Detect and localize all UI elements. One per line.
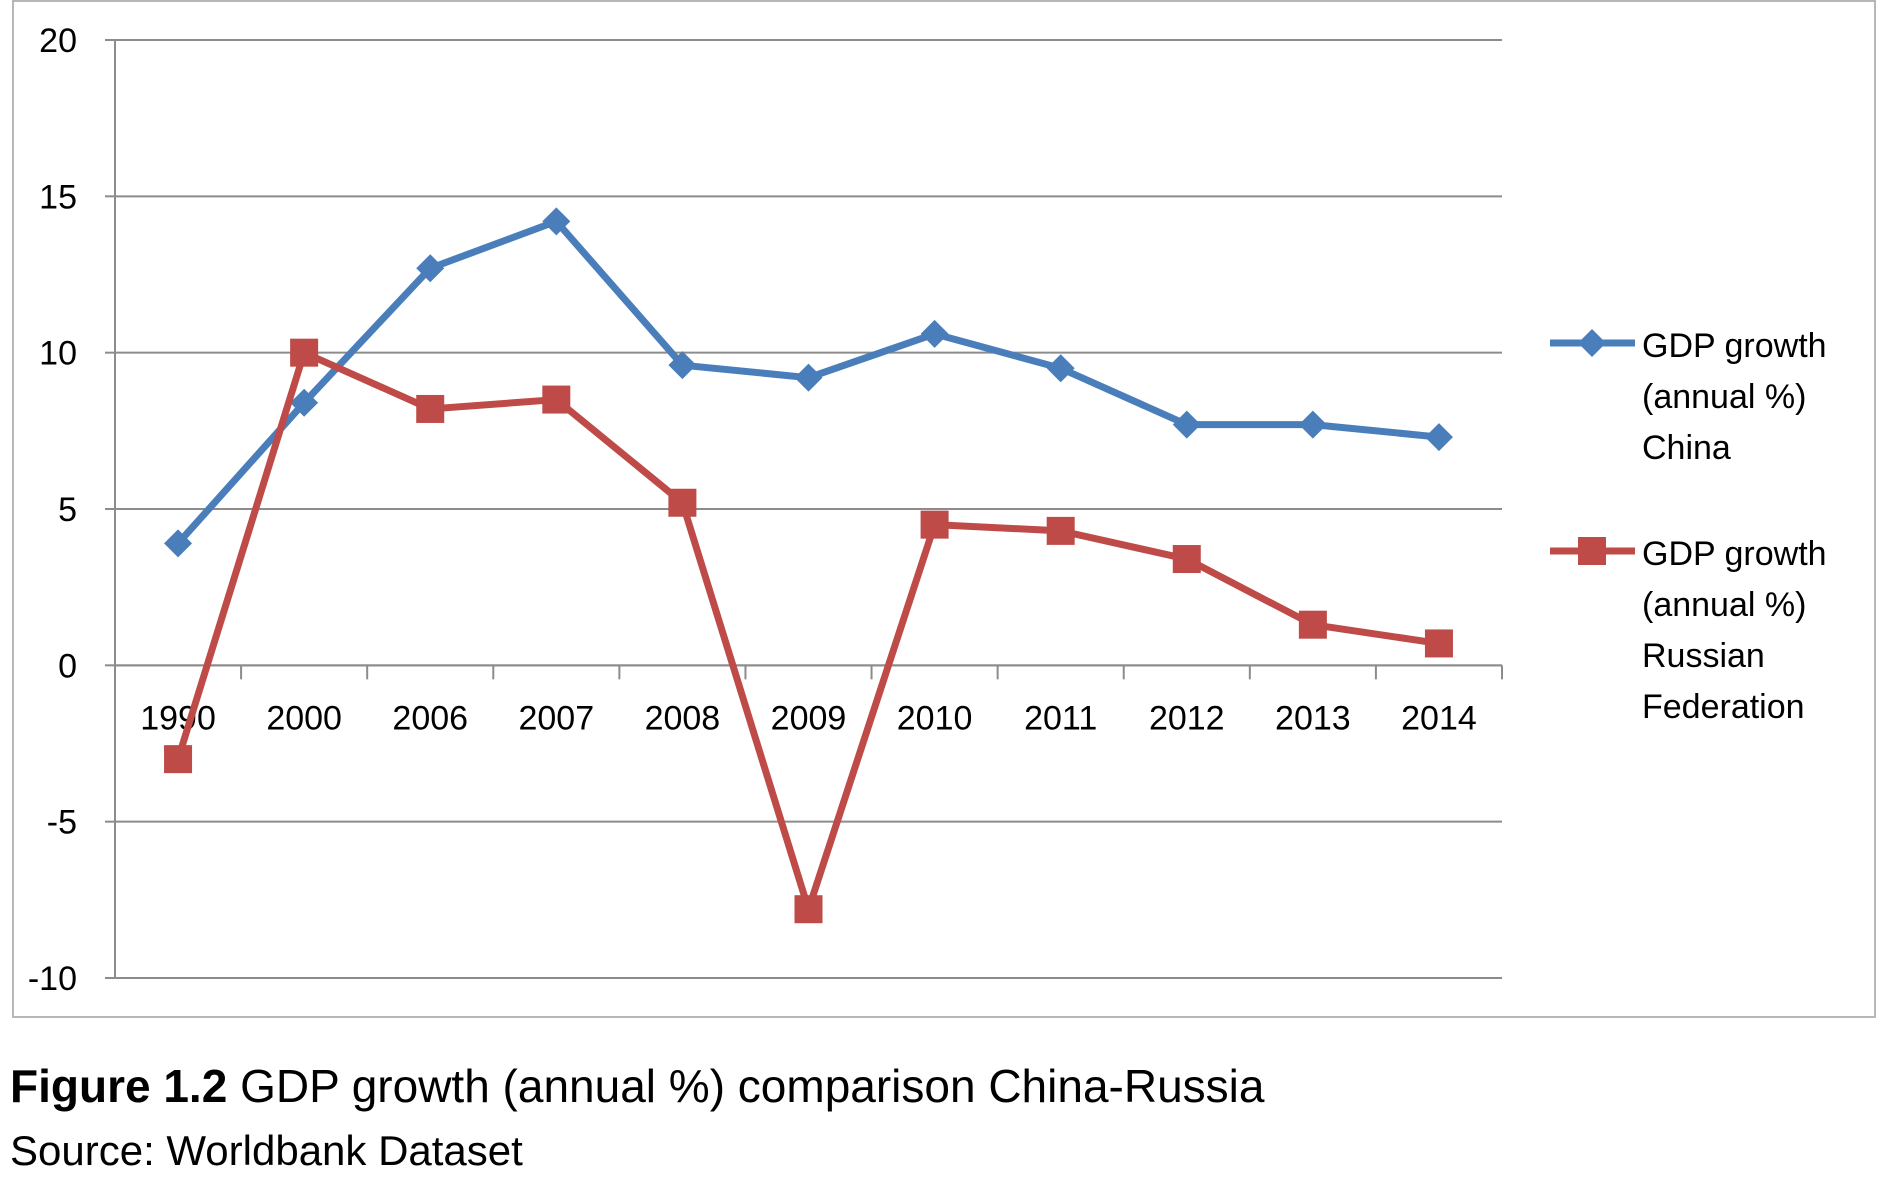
data-point-1-1	[290, 338, 319, 367]
legend-label: Federation	[1642, 688, 1805, 726]
x-tick-label: 2011	[1024, 699, 1097, 737]
data-point-1-3	[542, 385, 571, 414]
data-point-0-9	[1298, 410, 1327, 439]
data-point-0-8	[1172, 410, 1201, 439]
data-point-0-3	[542, 207, 571, 236]
x-tick-label: 2007	[518, 699, 594, 737]
series-line-1	[174, 349, 1440, 913]
legend-label: GDP growth	[1642, 327, 1827, 365]
x-tick-label: 2012	[1149, 699, 1225, 737]
legend-label: Russian	[1642, 637, 1765, 675]
data-point-0-4	[668, 351, 697, 380]
data-point-0-0	[164, 529, 193, 558]
legend-label: GDP growth	[1642, 535, 1827, 573]
y-tick-label: 15	[39, 178, 77, 216]
figure-label: Figure 1.2	[10, 1060, 228, 1112]
x-tick-label: 2014	[1401, 699, 1477, 737]
data-point-1-8	[1172, 545, 1201, 574]
x-tick-label: 2000	[266, 699, 342, 737]
line-chart: 20 15 10 5 0 -5 -10 1990 2000 2006 2007 2008 2009 201…	[28, 22, 1827, 998]
data-point-1-0	[164, 745, 193, 774]
data-point-0-6	[920, 319, 949, 348]
data-point-1-7	[1046, 516, 1075, 545]
y-tick-label: -5	[47, 804, 77, 842]
data-point-1-4	[668, 488, 697, 517]
data-point-0-10	[1424, 423, 1453, 452]
data-point-1-10	[1424, 629, 1453, 658]
legend-label: (annual %)	[1642, 586, 1806, 624]
x-tick-label: 2010	[897, 699, 973, 737]
x-tick-label: 1990	[140, 699, 216, 737]
data-point-0-2	[416, 254, 445, 283]
data-point-0-1	[290, 388, 319, 417]
data-point-0-5	[794, 363, 823, 392]
figure-title: GDP growth (annual %) comparison China-R…	[227, 1060, 1265, 1112]
x-tick-label: 2006	[392, 699, 468, 737]
data-point-1-9	[1298, 610, 1327, 639]
x-tick-label: 2009	[771, 699, 847, 737]
y-tick-label: 10	[39, 335, 77, 373]
legend-swatch-marker-1	[1578, 537, 1606, 565]
data-point-0-7	[1046, 354, 1075, 383]
y-tick-label: 5	[58, 491, 77, 529]
x-tick-label: 2013	[1275, 699, 1351, 737]
y-tick-label: -10	[28, 960, 77, 998]
figure-source: Source: Worldbank Dataset	[10, 1127, 523, 1174]
y-tick-label: 20	[39, 22, 77, 60]
y-tick-label: 0	[58, 647, 77, 685]
data-point-1-6	[920, 510, 949, 539]
x-tick-label: 2008	[645, 699, 721, 737]
data-point-1-5	[794, 895, 823, 924]
data-point-1-2	[416, 394, 445, 423]
legend-label: China	[1642, 429, 1731, 467]
legend-label: (annual %)	[1642, 378, 1806, 416]
legend-swatch-marker-0	[1578, 329, 1606, 357]
figure-caption: Figure 1.2 GDP growth (annual %) compari…	[10, 1063, 1264, 1109]
